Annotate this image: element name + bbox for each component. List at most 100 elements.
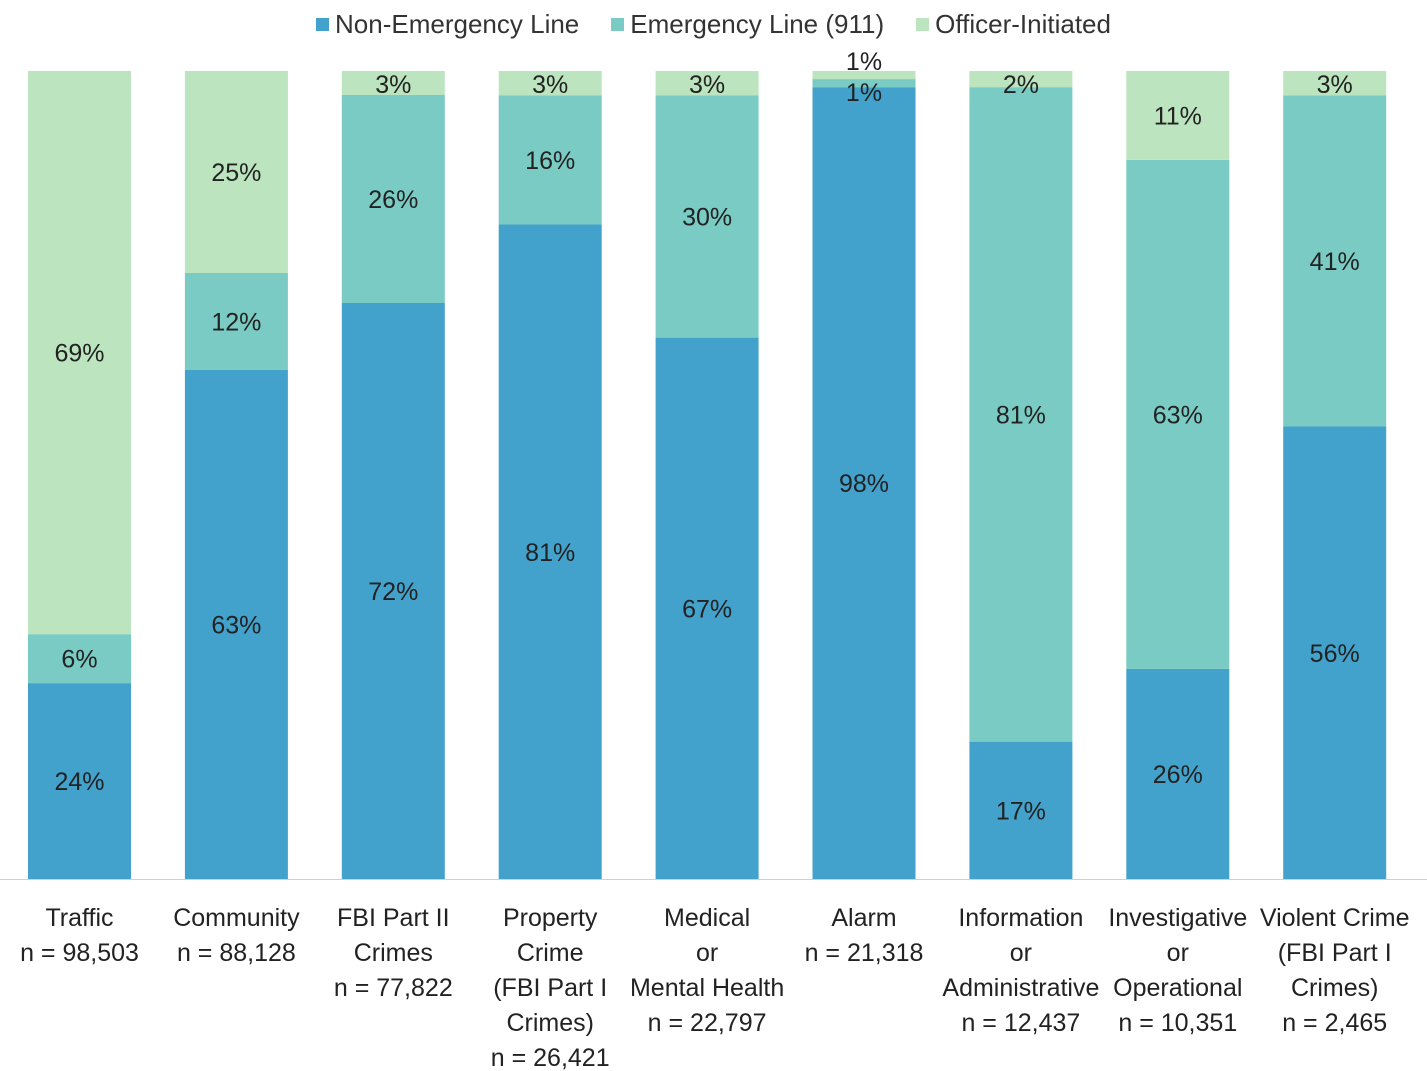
category-label-line: Traffic (45, 904, 113, 932)
bar-segment-officer-initiated (1283, 71, 1387, 96)
category-label-line: n = 98,503 (20, 939, 139, 967)
data-label: 3% (689, 71, 725, 99)
bar-segment-non-emergency-line (1283, 426, 1387, 879)
category-label-line: Crimes) (506, 1009, 594, 1037)
data-label: 1% (846, 79, 882, 107)
bar-group-medical-or-mental-health: 67% 30% 3% (655, 71, 759, 879)
category-label-line: n = 77,822 (334, 974, 453, 1002)
bar-group-community: 63% 12% 25% (184, 71, 288, 879)
data-label: 98% (839, 470, 889, 498)
data-label: 26% (1153, 761, 1203, 789)
data-label: 56% (1310, 640, 1360, 668)
data-label: 67% (682, 595, 732, 623)
category-label: Information or Administrative n = 12,437 (942, 904, 1099, 1037)
legend-item-emergency-line-911: Emergency Line (911) (611, 9, 884, 40)
category-label-line: n = 12,437 (961, 1009, 1080, 1037)
category-label: Medical or Mental Health n = 22,797 (630, 904, 784, 1037)
category-label-line: Information (958, 904, 1083, 932)
category-label-line: Crimes (354, 939, 433, 967)
bar-segment-officer-initiated (969, 71, 1073, 88)
bar-segment-non-emergency-line (28, 683, 131, 879)
category-label-line: or (696, 939, 718, 967)
category-label: Violent Crime (FBI Part I Crimes) n = 2,465 (1260, 904, 1410, 1037)
bar-segment-non-emergency-line (655, 337, 759, 879)
legend-item-officer-initiated: Officer-Initiated (916, 9, 1111, 40)
category-label-line: Operational (1113, 974, 1242, 1002)
category-label-line: Violent Crime (1260, 904, 1410, 932)
category-label-line: FBI Part II (337, 904, 450, 932)
data-label: 63% (211, 611, 261, 639)
category-label-line: n = 88,128 (177, 939, 296, 967)
bar-segment-officer-initiated (1126, 71, 1230, 160)
bar-group-violent-crime-fbi-part-i-crimes: 56% 41% 3% (1283, 71, 1387, 879)
data-label: 3% (1317, 71, 1353, 99)
data-label: 63% (1153, 401, 1203, 429)
data-label: 25% (211, 159, 261, 187)
category-label-line: (FBI Part I (493, 974, 607, 1002)
chart-legend: Non-Emergency Line Emergency Line (911) Of… (0, 4, 1427, 44)
category-label-line: Investigative (1108, 904, 1247, 932)
category-label: Alarm n = 21,318 (805, 904, 924, 967)
legend-swatch (316, 17, 330, 31)
bar-group-information-or-administrative: 17% 81% 2% (969, 71, 1073, 879)
data-label: 41% (1310, 248, 1360, 276)
bar-group-traffic: 24% 6% 69% (28, 71, 131, 879)
bar-segment-officer-initiated (28, 71, 131, 635)
data-label: 81% (996, 401, 1046, 429)
bar-segment-officer-initiated (812, 71, 916, 80)
category-label-line: or (1010, 939, 1032, 967)
bar-segment-emergency-line-911 (1126, 159, 1230, 669)
data-label: 69% (54, 340, 104, 368)
data-label: 12% (211, 308, 261, 336)
bar-segment-officer-initiated (498, 71, 602, 96)
category-label-line: or (1167, 939, 1189, 967)
category-label-line: n = 26,421 (491, 1044, 610, 1071)
category-label: Investigative or Operational n = 10,351 (1108, 904, 1247, 1037)
legend-swatch (611, 17, 625, 31)
legend-label: Officer-Initiated (935, 8, 1111, 39)
legend-item-non-emergency-line: Non-Emergency Line (316, 9, 579, 40)
category-label: Community n = 88,128 (173, 904, 300, 967)
bar-group-fbi-part-ii-crimes: 72% 26% 3% (341, 71, 445, 879)
bar-segment-emergency-line-911 (498, 95, 602, 225)
category-label-line: Property (503, 904, 598, 932)
data-label: 81% (525, 539, 575, 567)
category-label-line: n = 22,797 (648, 1009, 767, 1037)
data-label: 72% (368, 578, 418, 606)
category-label-line: Crime (517, 939, 584, 967)
bar-group-alarm: 98% 1% 1% (812, 48, 916, 879)
category-label-line: n = 10,351 (1118, 1009, 1237, 1037)
bar-segment-emergency-line-911 (655, 95, 759, 338)
bar-segment-emergency-line-911 (184, 273, 288, 370)
data-label: 3% (532, 71, 568, 99)
data-label: 3% (375, 71, 411, 99)
legend-label: Non-Emergency Line (335, 8, 580, 39)
data-label: 26% (368, 186, 418, 214)
legend-swatch (916, 17, 930, 31)
bar-segment-non-emergency-line (184, 369, 288, 879)
category-label-line: n = 2,465 (1282, 1009, 1387, 1037)
category-label-line: n = 21,318 (805, 939, 924, 967)
data-label: 16% (525, 147, 575, 175)
bar-segment-non-emergency-line (969, 741, 1073, 879)
bar-segment-officer-initiated (184, 71, 288, 273)
data-label: 30% (682, 203, 732, 231)
legend-label: Emergency Line (911) (630, 8, 885, 39)
data-label: 11% (1154, 102, 1202, 130)
bar-group-investigative-or-operational: 26% 63% 11% (1126, 71, 1230, 879)
bar-segment-non-emergency-line (1126, 668, 1230, 879)
bar-segment-emergency-line-911 (341, 95, 445, 303)
category-label: Traffic n = 98,503 (20, 904, 139, 967)
bar-segment-officer-initiated (341, 71, 445, 95)
bar-segment-emergency-line-911 (969, 87, 1073, 742)
bar-segment-officer-initiated (655, 71, 759, 96)
data-label: 1% (846, 48, 882, 76)
category-label: Property Crime (FBI Part I Crimes) n = 26,42… (491, 904, 610, 1071)
data-label: 6% (61, 646, 97, 674)
category-label-line: Crimes) (1291, 974, 1379, 1002)
category-label: FBI Part II Crimes n = 77,822 (334, 904, 453, 1002)
data-label: 17% (996, 797, 1046, 825)
bar-group-property-crime-fbi-part-i-crimes: 81% 16% 3% (498, 71, 602, 879)
category-label-line: Community (173, 904, 300, 932)
